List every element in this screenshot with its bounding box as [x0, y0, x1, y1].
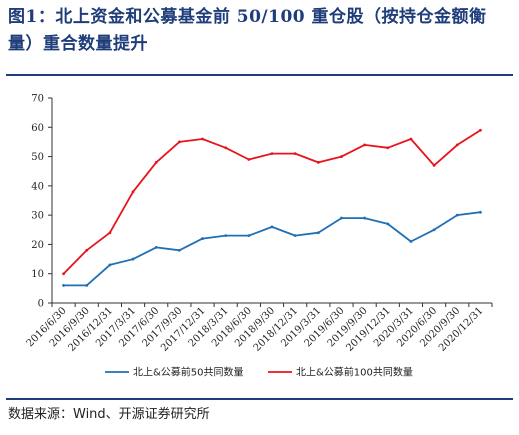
chart-legend: 北上&公募前50共同数量 北上&公募前100共同数量 [105, 366, 413, 379]
data-point [293, 152, 297, 156]
series-line-1 [63, 211, 481, 287]
data-point [201, 137, 204, 141]
data-point [62, 284, 65, 287]
data-point [479, 128, 482, 132]
data-point [131, 190, 135, 194]
data-point [108, 231, 112, 235]
source-divider [6, 398, 513, 400]
legend-label-1: 北上&公募前50共同数量 [133, 366, 244, 379]
data-point [479, 210, 482, 214]
data-point [386, 146, 390, 150]
data-point [154, 245, 158, 249]
line-chart: 2016/6/302016/9/302016/12/312017/3/31201… [25, 94, 493, 379]
title-divider [6, 74, 513, 76]
y-tick-label: 30 [31, 211, 44, 222]
data-point [409, 137, 413, 141]
data-point [455, 213, 459, 217]
series-lines [62, 128, 482, 287]
data-point [154, 161, 158, 164]
legend-label-2: 北上&公募前100共同数量 [296, 366, 413, 379]
data-point [131, 257, 135, 261]
data-point [293, 234, 297, 238]
data-point [177, 140, 181, 144]
data-point [85, 284, 89, 287]
y-tick-label: 0 [38, 299, 44, 310]
data-point [386, 222, 390, 226]
y-tick-label: 50 [31, 152, 44, 163]
data-point [85, 248, 89, 252]
y-tick-labels: 0 10 20 30 40 50 60 70 [31, 94, 44, 310]
data-point [316, 231, 320, 235]
data-point [177, 248, 181, 252]
data-point [409, 240, 413, 243]
data-point [363, 143, 367, 147]
series-line-2 [62, 129, 481, 275]
data-point [363, 216, 367, 220]
data-point [455, 143, 459, 147]
data-point [224, 146, 228, 150]
data-point [270, 225, 274, 229]
chart-axes [48, 97, 493, 307]
data-point [270, 152, 274, 156]
data-point [247, 158, 251, 161]
data-point [62, 272, 65, 276]
data-point [316, 161, 320, 164]
data-point [340, 155, 343, 158]
y-tick-label: 40 [31, 181, 44, 192]
y-tick-label: 60 [31, 123, 44, 134]
y-tick-label: 70 [31, 94, 44, 105]
data-point [340, 216, 343, 220]
data-point [224, 234, 228, 238]
source-note: 数据来源：Wind、开源证券研究所 [8, 407, 210, 422]
figure-title: 图1：北上资金和公募基金前 50/100 重仓股（按持仓金额衡量）重合数量提升 [8, 7, 487, 54]
data-point [108, 263, 112, 267]
y-tick-label: 10 [31, 269, 44, 280]
data-point [432, 228, 436, 232]
y-tick-label: 20 [31, 240, 44, 251]
data-point [201, 237, 204, 240]
x-tick-labels: 2016/6/302016/9/302016/12/312017/3/31201… [25, 305, 486, 354]
data-point [432, 163, 436, 167]
data-point [247, 234, 251, 238]
